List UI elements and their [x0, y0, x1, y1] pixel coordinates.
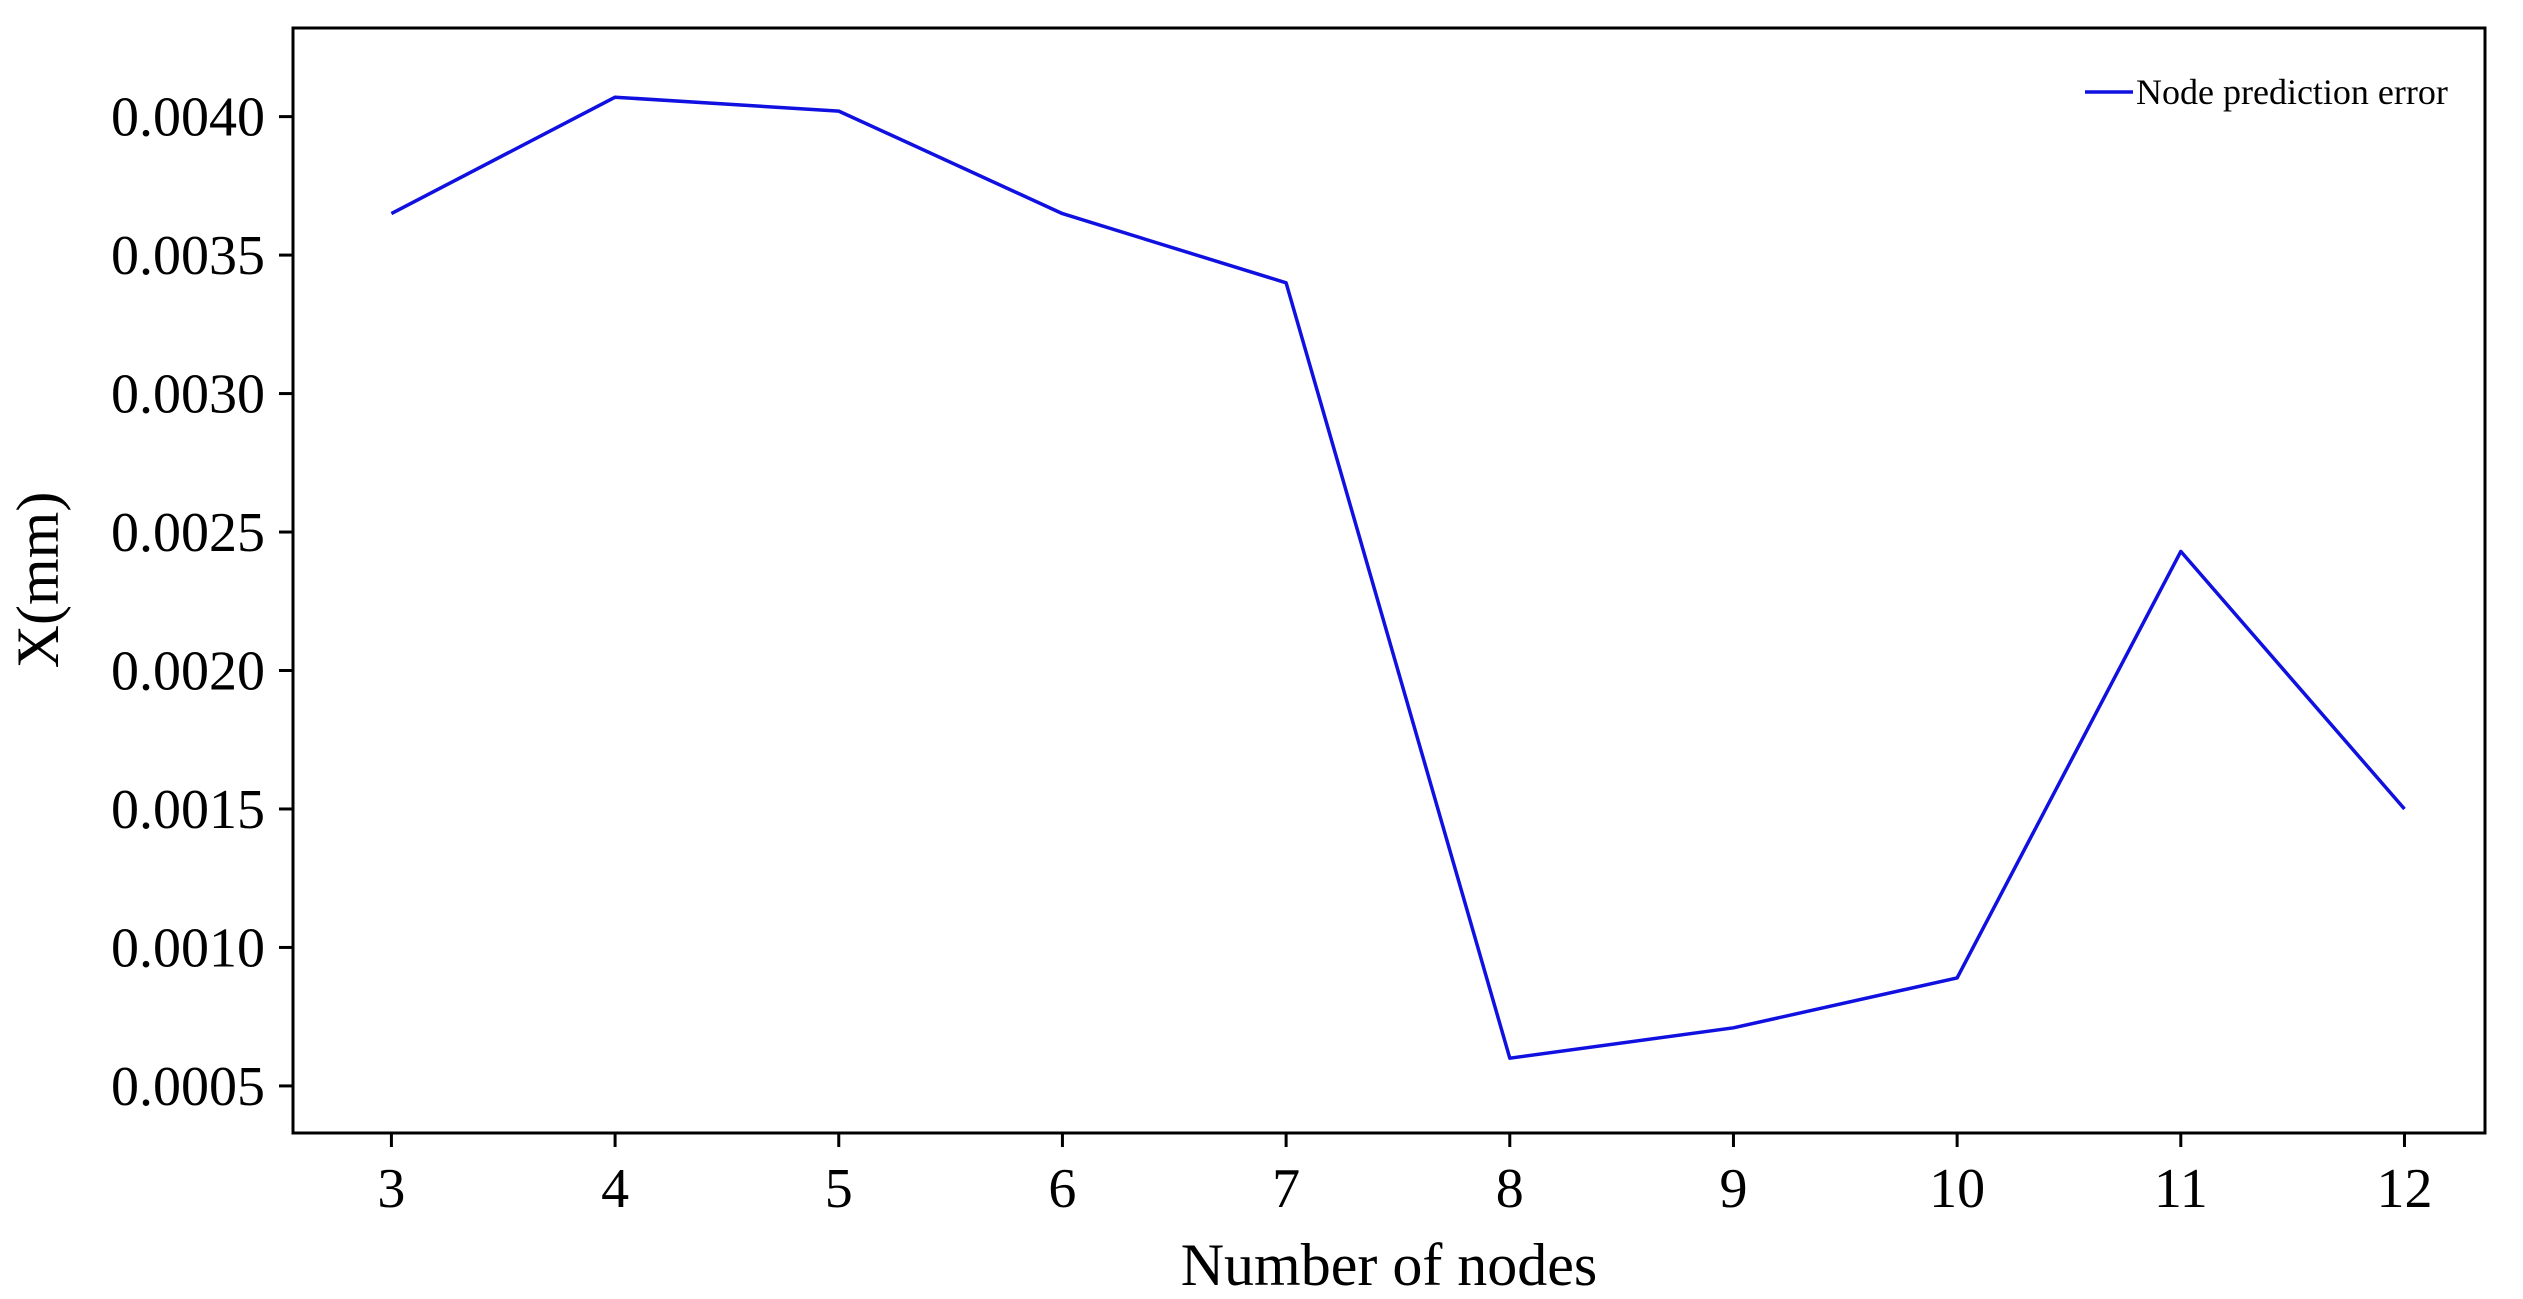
series-line-node-prediction-error [390, 95, 2406, 1060]
legend-label: Node prediction error [2136, 72, 2448, 112]
y-tick-label: 0.0020 [111, 641, 265, 703]
legend: Node prediction error [2085, 72, 2448, 112]
x-axis: 3 4 5 6 7 8 9 10 11 12 [377, 1133, 2432, 1220]
y-tick-label: 0.0040 [111, 87, 265, 149]
x-tick-label: 10 [1929, 1158, 1985, 1220]
series-layer [390, 95, 2406, 1060]
x-axis-title: Number of nodes [1181, 1232, 1598, 1298]
y-tick-label: 0.0010 [111, 917, 265, 979]
x-tick-label: 9 [1719, 1158, 1747, 1220]
y-tick-label: 0.0030 [111, 364, 265, 426]
x-tick-label: 12 [2376, 1158, 2432, 1220]
x-tick-label: 8 [1496, 1158, 1524, 1220]
y-tick-label: 0.0005 [111, 1056, 265, 1118]
x-tick-label: 3 [377, 1158, 405, 1220]
y-tick-label: 0.0035 [111, 225, 265, 287]
plot-frame [291, 26, 2487, 1135]
x-tick-label: 6 [1048, 1158, 1076, 1220]
y-axis-title: X(mm) [5, 492, 71, 669]
x-tick-label: 7 [1272, 1158, 1300, 1220]
x-tick-label: 11 [2154, 1158, 2208, 1220]
x-tick-label: 5 [825, 1158, 853, 1220]
y-tick-label: 0.0015 [111, 779, 265, 841]
y-axis: 0.0005 0.0010 0.0015 0.0020 0.0025 0.0030 0.00… [111, 87, 293, 1118]
y-tick-label: 0.0025 [111, 502, 265, 564]
x-tick-label: 4 [601, 1158, 629, 1220]
